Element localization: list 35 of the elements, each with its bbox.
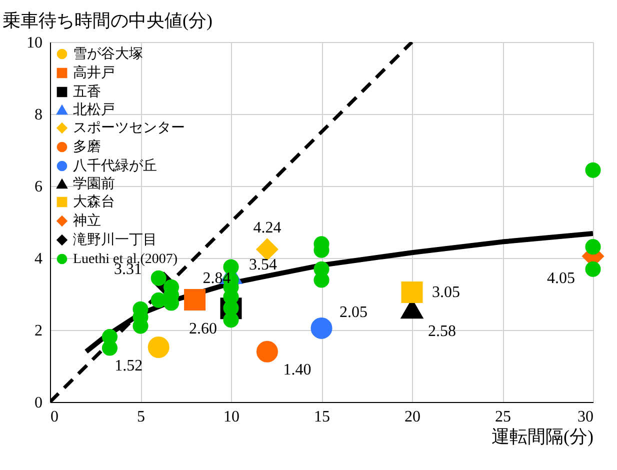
y-tick-label: 8	[34, 106, 42, 124]
data-label: 3.54	[249, 256, 277, 274]
y-tick-label: 10	[26, 34, 42, 52]
data-label: 3.05	[432, 284, 460, 302]
data-label: 1.40	[283, 362, 312, 379]
legend-label: 滝野川一丁目	[73, 232, 157, 248]
y-tick-label: 6	[34, 178, 42, 196]
data-label: 2.05	[340, 304, 368, 322]
legend-label: 五香	[73, 84, 101, 100]
legend-label: 八千代緑が丘	[73, 158, 157, 174]
legend-label: 大森台	[73, 194, 115, 210]
legend-label: 雪が谷大塚	[73, 46, 143, 62]
x-tick-label: 15	[314, 408, 330, 426]
x-tick-label: 30	[578, 408, 594, 426]
data-label: 4.24	[253, 219, 282, 236]
legend-label: 高井戸	[73, 65, 115, 81]
x-tick-label: 25	[495, 408, 511, 426]
data-label: 1.52	[114, 357, 143, 374]
y-tick-label: 4	[34, 250, 42, 268]
legend-label: 北松戸	[73, 102, 115, 118]
legend-label: 神立	[73, 213, 101, 229]
x-tick-label: 0	[50, 408, 58, 426]
y-tick-label: 0	[34, 394, 42, 412]
x-tick-label: 20	[404, 408, 420, 426]
x-axis-title: 運転間隔(分)	[492, 426, 594, 446]
legend-label: スポーツセンター	[73, 121, 185, 136]
legend-label: 学園前	[73, 176, 115, 192]
data-label: 2.60	[189, 320, 217, 338]
data-label: 2.58	[428, 323, 456, 340]
y-axis-title: 乗車待ち時間の中央値(分)	[2, 10, 212, 30]
legend-label: 多磨	[73, 139, 101, 155]
x-tick-label: 10	[224, 408, 240, 426]
y-tick-label: 2	[34, 322, 42, 340]
x-tick-label: 5	[137, 408, 145, 426]
data-label: 4.05	[547, 270, 575, 288]
